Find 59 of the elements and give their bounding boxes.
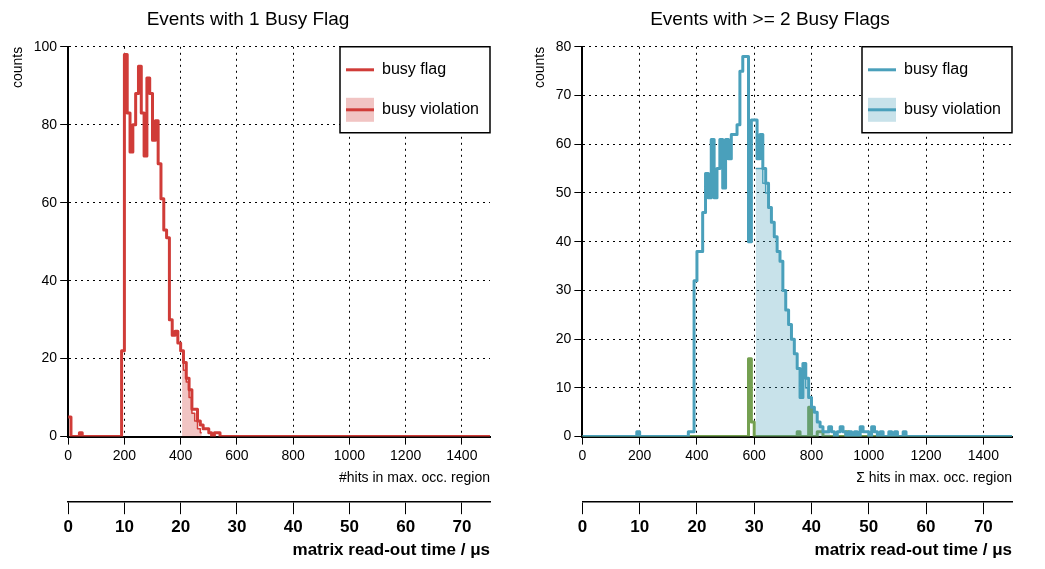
- y-tick-label: 0: [563, 427, 572, 444]
- x2-tick-label: 70: [973, 517, 993, 537]
- y-tick-label: 10: [555, 378, 572, 395]
- x2-tick-label: 50: [339, 517, 359, 537]
- x-tick-label: 400: [168, 446, 193, 463]
- x2-tick-label: 70: [452, 517, 472, 537]
- x2-tick-label: 60: [396, 517, 416, 537]
- x-tick-label: 200: [627, 446, 652, 463]
- x2-tick-label: 10: [114, 517, 134, 537]
- x-tick-label: 600: [742, 446, 767, 463]
- legend-label: busy flag: [382, 60, 447, 78]
- x-tick-label: 800: [281, 446, 306, 463]
- y-tick-label: 0: [49, 427, 58, 444]
- x2-tick-label: 30: [744, 517, 764, 537]
- y-tick-label: 20: [555, 330, 572, 347]
- x2-axis-title: matrix read-out time / μs: [292, 540, 490, 560]
- x-tick-label: 1200: [910, 446, 942, 463]
- x2-tick-label: 40: [283, 517, 303, 537]
- x-tick-label: 800: [799, 446, 824, 463]
- y-tick-label: 80: [555, 37, 572, 54]
- x2-tick-label: 20: [171, 517, 191, 537]
- x-axis-title: Σ hits in max. occ. region: [856, 468, 1012, 485]
- y-tick-label: 20: [41, 349, 58, 366]
- y-tick-label: 40: [555, 232, 572, 249]
- x-tick-label: 1400: [967, 446, 1000, 463]
- x2-tick-label: 50: [859, 517, 879, 537]
- x2-tick-label: 30: [227, 517, 247, 537]
- chart-title: Events with 1 Busy Flag: [146, 7, 350, 29]
- y-tick-label: 40: [41, 271, 58, 288]
- y-tick-label: 50: [555, 183, 572, 200]
- x-tick-label: 600: [225, 446, 249, 463]
- x2-axis-title: matrix read-out time / μs: [814, 540, 1012, 560]
- y-axis-title: counts: [531, 46, 548, 89]
- legend-label: busy violation: [382, 100, 479, 118]
- x-tick-label: 200: [112, 446, 137, 463]
- x-tick-label: 1000: [853, 446, 885, 463]
- legend-label: busy flag: [904, 60, 969, 78]
- legend-label: busy violation: [904, 100, 1001, 118]
- x2-tick-label: 20: [687, 517, 707, 537]
- x-axis-title: #hits in max. occ. region: [339, 468, 490, 485]
- y-tick-label: 60: [41, 193, 58, 210]
- x-tick-label: 1000: [333, 446, 366, 463]
- chart-title: Events with >= 2 Busy Flags: [650, 7, 890, 29]
- y-tick-label: 80: [41, 115, 58, 132]
- x2-tick-label: 60: [916, 517, 936, 537]
- x-tick-label: 1200: [390, 446, 422, 463]
- x-tick-label: 400: [685, 446, 709, 463]
- y-tick-label: 60: [555, 135, 572, 152]
- y-axis-title: counts: [9, 46, 26, 89]
- y-tick-label: 70: [555, 86, 572, 103]
- y-tick-label: 30: [555, 281, 572, 298]
- x2-tick-label: 10: [630, 517, 650, 537]
- y-tick-label: 100: [33, 37, 58, 54]
- x-tick-label: 0: [578, 446, 587, 463]
- x2-tick-label: 0: [63, 517, 73, 537]
- x-tick-label: 0: [64, 446, 73, 463]
- x2-tick-label: 40: [802, 517, 821, 537]
- x-tick-label: 1400: [446, 446, 478, 463]
- x2-tick-label: 0: [577, 517, 588, 537]
